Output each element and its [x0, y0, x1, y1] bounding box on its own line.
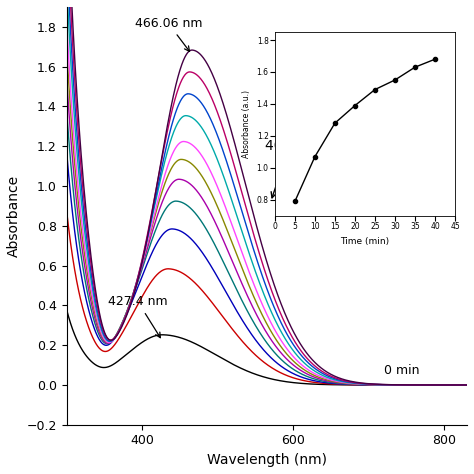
Text: 40 min: 40 min — [265, 139, 313, 198]
Y-axis label: Absorbance: Absorbance — [7, 175, 21, 257]
Text: 0 min: 0 min — [384, 364, 419, 377]
Text: 427.4 nm: 427.4 nm — [108, 295, 168, 337]
Text: 466.06 nm: 466.06 nm — [135, 17, 202, 51]
X-axis label: Wavelength (nm): Wavelength (nm) — [207, 453, 327, 467]
